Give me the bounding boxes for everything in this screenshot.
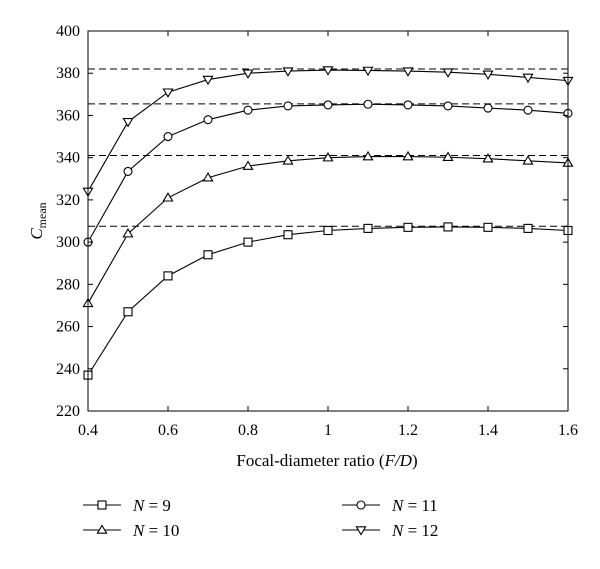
- data-point-triangle-down: [442, 68, 454, 78]
- y-axis-tick-labels: 220 240 260 280 300 320 340 360 380 400: [56, 23, 80, 420]
- data-point-triangle-up: [282, 155, 294, 165]
- series-lines: [87, 69, 569, 376]
- x-axis-tick-labels: 0.4 0.6 0.8 1 1.2 1.4 1.6: [78, 422, 578, 439]
- data-point-triangle-down: [522, 73, 534, 84]
- data-point-triangle-up: [362, 150, 374, 161]
- series-line-3: [87, 103, 569, 243]
- data-point-triangle-down: [322, 66, 334, 76]
- data-point-triangle-up: [522, 155, 534, 165]
- legend-label: N = 9: [132, 496, 171, 515]
- data-point-triangle-down: [402, 67, 414, 77]
- data-point-triangle-up: [482, 153, 494, 163]
- data-point-square: [123, 307, 133, 317]
- data-point-circle: [323, 100, 333, 110]
- data-point-circle: [403, 100, 413, 110]
- legend-item-3: N = 11: [342, 496, 438, 515]
- legend-item-2: N = 10: [83, 521, 179, 540]
- y-tick-label: 220: [56, 403, 80, 420]
- max-reference-lines: [88, 68, 568, 227]
- data-point-square: [243, 237, 253, 247]
- data-point-circle: [363, 99, 373, 109]
- x-tick-label: 0.4: [78, 422, 98, 439]
- data-point-circle: [283, 101, 293, 111]
- plot-area-frame: [87, 30, 569, 412]
- data-point-circle: [523, 105, 533, 115]
- x-tick-label: 1: [324, 422, 332, 439]
- data-point-square: [323, 225, 333, 236]
- legend-item-4: N = 12: [342, 521, 438, 540]
- y-tick-label: 240: [56, 361, 80, 378]
- data-point-circle: [203, 115, 213, 125]
- data-point-triangle-down: [282, 67, 294, 77]
- data-point-triangle-down: [122, 118, 134, 128]
- data-point-circle: [483, 103, 493, 113]
- legend: N = 9 N = 10 N = 11 N = 12: [83, 496, 438, 540]
- data-point-square: [163, 271, 173, 281]
- x-axis-label: Focal-diameter ratio (F/D): [236, 451, 417, 470]
- data-point-triangle-down: [362, 66, 374, 77]
- data-point-triangle-up: [202, 172, 214, 182]
- legend-item-1: N = 9: [83, 496, 171, 515]
- data-point-triangle-up: [242, 160, 254, 170]
- series-line-1: [87, 226, 569, 376]
- series-line-4: [87, 69, 569, 192]
- data-point-triangle-down: [162, 88, 174, 98]
- x-tick-label: 0.6: [158, 422, 178, 439]
- data-point-circle: [443, 101, 453, 111]
- legend-label: N = 12: [391, 521, 438, 540]
- x-tick-label: 1.4: [478, 422, 498, 439]
- data-point-triangle-down: [202, 75, 214, 86]
- y-tick-label: 260: [56, 319, 80, 336]
- axis-ticks: [87, 30, 569, 412]
- legend-marker-circle: [356, 500, 366, 510]
- y-tick-label: 280: [56, 276, 80, 293]
- legend-marker-square: [97, 500, 107, 510]
- data-point-square: [523, 223, 533, 233]
- y-tick-label: 300: [56, 234, 80, 251]
- x-tick-label: 0.8: [238, 422, 258, 439]
- data-point-triangle-up: [162, 192, 174, 202]
- data-point-triangle-up: [442, 151, 454, 162]
- data-point-triangle-up: [402, 150, 414, 161]
- data-point-square: [203, 250, 213, 260]
- data-point-square: [403, 222, 413, 232]
- x-tick-label: 1.2: [398, 422, 418, 439]
- data-point-square: [283, 230, 293, 240]
- y-tick-label: 380: [56, 65, 80, 82]
- data-point-circle: [123, 166, 133, 176]
- data-point-square: [363, 223, 373, 233]
- data-point-circle: [243, 105, 253, 115]
- legend-label: N = 10: [132, 521, 179, 540]
- legend-marker-triangle-up: [96, 524, 108, 534]
- y-axis-label: Cmean: [27, 202, 49, 239]
- data-point-triangle-up: [122, 227, 134, 238]
- data-point-triangle-up: [322, 151, 334, 162]
- data-point-square: [483, 222, 493, 232]
- series-markers: [82, 66, 574, 380]
- data-point-circle: [163, 132, 173, 142]
- x-tick-label: 1.6: [558, 422, 578, 439]
- y-tick-label: 360: [56, 107, 80, 124]
- y-tick-label: 400: [56, 23, 80, 40]
- y-tick-label: 320: [56, 192, 80, 209]
- y-tick-label: 340: [56, 150, 80, 167]
- data-point-triangle-down: [242, 69, 254, 79]
- data-point-triangle-down: [482, 70, 494, 80]
- data-point-square: [443, 222, 453, 232]
- legend-marker-triangle-down: [355, 526, 367, 536]
- legend-label: N = 11: [391, 496, 438, 515]
